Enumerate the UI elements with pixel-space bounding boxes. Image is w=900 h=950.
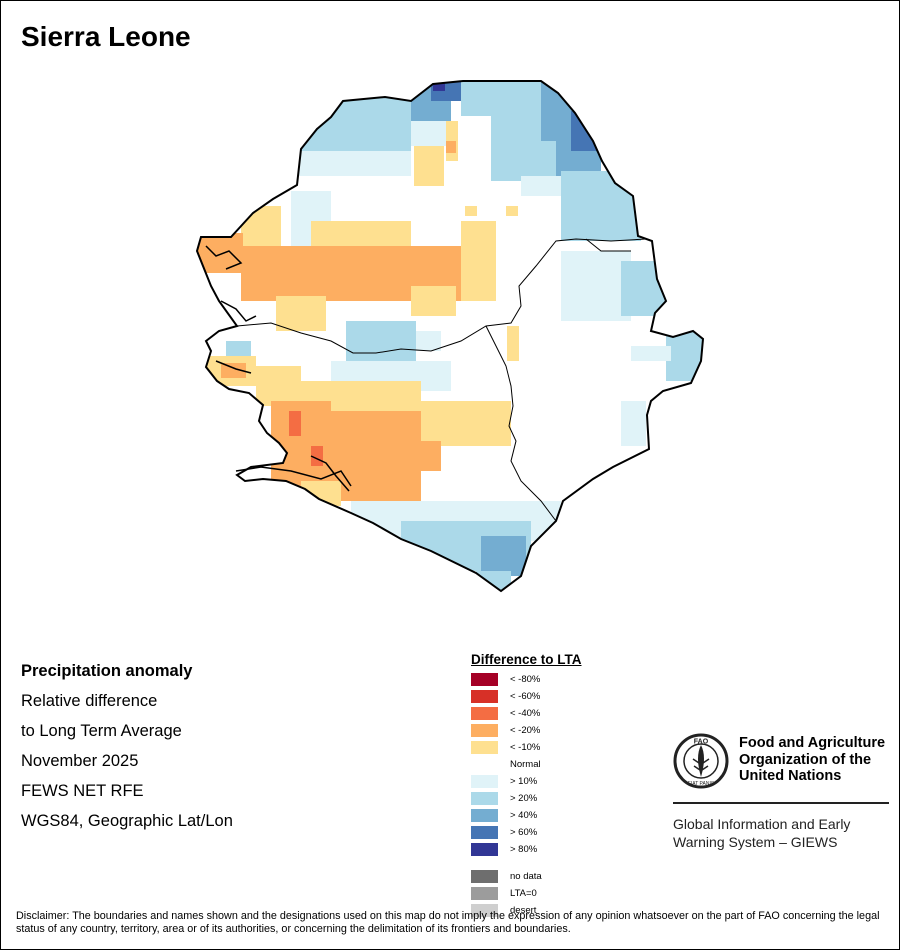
legend-label: < -20% [510, 725, 541, 736]
legend-label: > 80% [510, 844, 538, 855]
legend-item: < -10% [471, 739, 582, 756]
anomaly-cell [561, 171, 641, 241]
country-map [195, 80, 705, 593]
legend-label: < -40% [510, 708, 541, 719]
legend-swatch [471, 843, 498, 856]
province-boundaries [236, 238, 647, 522]
legend-positive-classes: > 10% > 20% > 40% > 60% > 80% [471, 773, 582, 858]
legend-label: LTA=0 [510, 888, 537, 899]
anomaly-cell [506, 206, 518, 216]
fao-divider [673, 802, 889, 804]
legend-label: < -80% [510, 674, 541, 685]
coastline-estuaries [205, 245, 352, 492]
anomaly-cell [301, 96, 411, 151]
anomaly-cell [433, 81, 445, 91]
anomaly-cell [414, 146, 444, 186]
anomaly-cell [197, 233, 243, 273]
legend-swatch [471, 792, 498, 805]
anomaly-cell [276, 296, 326, 331]
anomaly-cell [446, 141, 456, 153]
anomaly-cell [421, 441, 441, 471]
anomaly-cell [291, 151, 411, 176]
legend-label: < -10% [510, 742, 541, 753]
legend-label: > 40% [510, 810, 538, 821]
map-description-line1: Relative difference [21, 692, 158, 710]
map-source: FEWS NET RFE [21, 782, 144, 800]
legend-item: > 10% [471, 773, 582, 790]
legend-normal-label: Normal [510, 759, 541, 770]
anomaly-cell [416, 331, 441, 351]
legend-swatch [471, 775, 498, 788]
legend-swatch [471, 809, 498, 822]
country-outline [195, 80, 705, 593]
legend-swatch [471, 904, 498, 917]
legend-swatch [471, 707, 498, 720]
anomaly-cell [301, 481, 341, 506]
fao-name: Food and Agriculture Organization of the… [739, 735, 886, 784]
legend-item: < -40% [471, 705, 582, 722]
legend-item: < -60% [471, 688, 582, 705]
legend-item: no data [471, 868, 582, 885]
legend-item: > 40% [471, 807, 582, 824]
anomaly-cell [666, 331, 703, 381]
legend-swatch [471, 724, 498, 737]
anomaly-cell [621, 401, 646, 446]
legend-swatch [471, 673, 498, 686]
anomaly-cell [346, 321, 416, 361]
legend-label: > 10% [510, 776, 538, 787]
legend-item: < -80% [471, 671, 582, 688]
anomaly-cell [461, 81, 541, 116]
fao-logo-motto: FIAT PANIS [688, 781, 715, 787]
anomaly-cell [461, 221, 496, 301]
map-title: Sierra Leone [21, 21, 191, 52]
anomaly-cell [481, 536, 526, 576]
map-period: November 2025 [21, 752, 139, 770]
giews-name: Global Information and Early Warning Sys… [673, 816, 851, 850]
anomaly-cell [289, 411, 301, 436]
legend-special-classes: no data LTA=0 desert [471, 868, 582, 919]
anomaly-cell [421, 401, 511, 446]
anomaly-cell [521, 176, 561, 196]
legend-normal-row: Normal [471, 756, 582, 773]
map-info: Precipitation anomaly Relative differenc… [21, 656, 233, 836]
legend-item: desert [471, 902, 582, 919]
legend-title: Difference to LTA [471, 652, 582, 667]
anomaly-cell [411, 121, 446, 146]
legend-item: > 20% [471, 790, 582, 807]
anomaly-cell [256, 366, 301, 406]
legend-swatch [471, 826, 498, 839]
legend-swatch [471, 887, 498, 900]
legend-negative-classes: < -80% < -60% < -40% < -20% < -10% [471, 671, 582, 756]
legend-item: > 80% [471, 841, 582, 858]
anomaly-cell [411, 286, 456, 316]
fao-logo-icon: FAO FIAT PANIS [673, 733, 729, 789]
map-subject: Precipitation anomaly [21, 662, 193, 680]
legend-item: LTA=0 [471, 885, 582, 902]
legend-label: desert [510, 905, 537, 916]
anomaly-cell [465, 206, 477, 216]
legend: Difference to LTA < -80% < -60% < -40% < -2… [471, 652, 582, 919]
legend-label: > 60% [510, 827, 538, 838]
anomaly-cell [221, 363, 246, 378]
legend-swatch [471, 741, 498, 754]
legend-label: < -60% [510, 691, 541, 702]
legend-label: no data [510, 871, 542, 882]
legend-label: > 20% [510, 793, 538, 804]
anomaly-cell [561, 251, 631, 321]
anomaly-cell [311, 446, 323, 466]
disclaimer: Disclaimer: The boundaries and names sho… [16, 910, 880, 935]
legend-swatch [471, 690, 498, 703]
legend-item: < -20% [471, 722, 582, 739]
anomaly-cell [631, 346, 671, 361]
map-description-line2: to Long Term Average [21, 722, 182, 740]
map-projection: WGS84, Geographic Lat/Lon [21, 812, 233, 830]
anomaly-cell [507, 326, 519, 361]
legend-swatch [471, 870, 498, 883]
legend-item: > 60% [471, 824, 582, 841]
anomaly-cell [241, 261, 461, 286]
fao-logo-text: FAO [694, 739, 709, 746]
